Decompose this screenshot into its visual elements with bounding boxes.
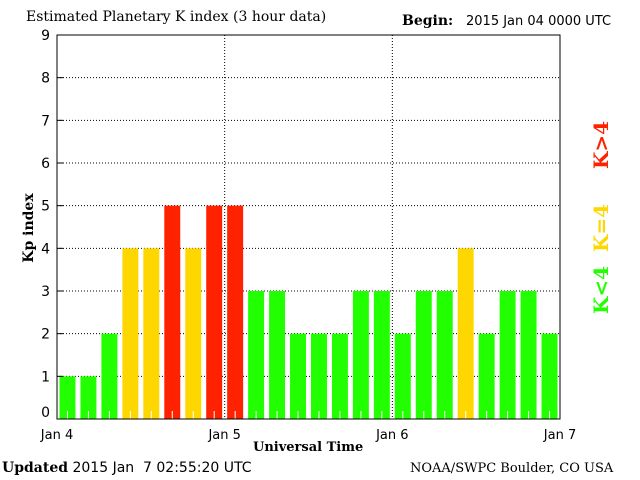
legend-entry: K>4	[589, 121, 613, 169]
kp-bar	[269, 291, 286, 419]
kp-bar	[206, 205, 223, 419]
y-tick-label: 3	[41, 284, 50, 300]
kp-bar	[352, 291, 369, 419]
legend-entry: K=4	[589, 204, 613, 252]
updated-value: 2015 Jan 7 02:55:20 UTC	[72, 460, 252, 476]
kp-bar	[394, 333, 411, 419]
kp-bar	[80, 376, 97, 419]
kp-bar	[373, 291, 390, 419]
begin-value: 2015 Jan 04 0000 UTC	[466, 14, 612, 29]
updated-stamp: Updated 2015 Jan 7 02:55:20 UTC	[2, 460, 251, 476]
y-axis-label: Kp index	[21, 193, 37, 263]
y-tick-label: 0	[41, 405, 50, 421]
kp-bar	[478, 333, 495, 419]
kp-bar	[164, 205, 181, 419]
kp-bar	[122, 248, 139, 419]
updated-label: Updated	[2, 460, 69, 476]
y-tick-label: 2	[41, 327, 50, 343]
kp-bar	[520, 291, 537, 419]
kp-bar	[457, 248, 474, 419]
kp-bar	[436, 291, 453, 419]
y-tick-label: 9	[41, 28, 50, 44]
x-tick-label: Jan 5	[207, 428, 240, 443]
source-label: NOAA/SWPC Boulder, CO USA	[410, 461, 614, 476]
kp-bar	[311, 333, 327, 419]
kp-bar	[185, 248, 202, 419]
kp-bar	[143, 248, 160, 419]
kp-bar	[331, 333, 348, 419]
kp-bar	[290, 333, 306, 419]
y-tick-label: 1	[41, 369, 50, 385]
x-tick-label: Jan 7	[543, 428, 576, 443]
begin-label: Begin:	[402, 13, 454, 29]
kp-bar	[101, 333, 118, 419]
x-axis-label: Universal Time	[253, 440, 364, 455]
y-tick-label: 7	[41, 113, 50, 129]
x-tick-label: Jan 4	[40, 428, 73, 443]
chart-title: Estimated Planetary K index (3 hour data…	[26, 9, 327, 25]
y-tick-label: 4	[41, 241, 50, 257]
plot-frame	[56, 34, 561, 420]
y-tick-label: 5	[41, 199, 50, 215]
kp-bar	[248, 291, 265, 419]
y-tick-label: 6	[41, 156, 50, 172]
kp-bar	[499, 291, 516, 419]
legend-entry: K<4	[589, 266, 613, 314]
kp-bar	[541, 333, 558, 419]
x-tick-label: Jan 6	[375, 428, 408, 443]
y-tick-label: 8	[41, 71, 50, 87]
kp-bar	[415, 291, 432, 419]
kp-bar	[59, 376, 76, 419]
kp-bar	[227, 205, 244, 419]
